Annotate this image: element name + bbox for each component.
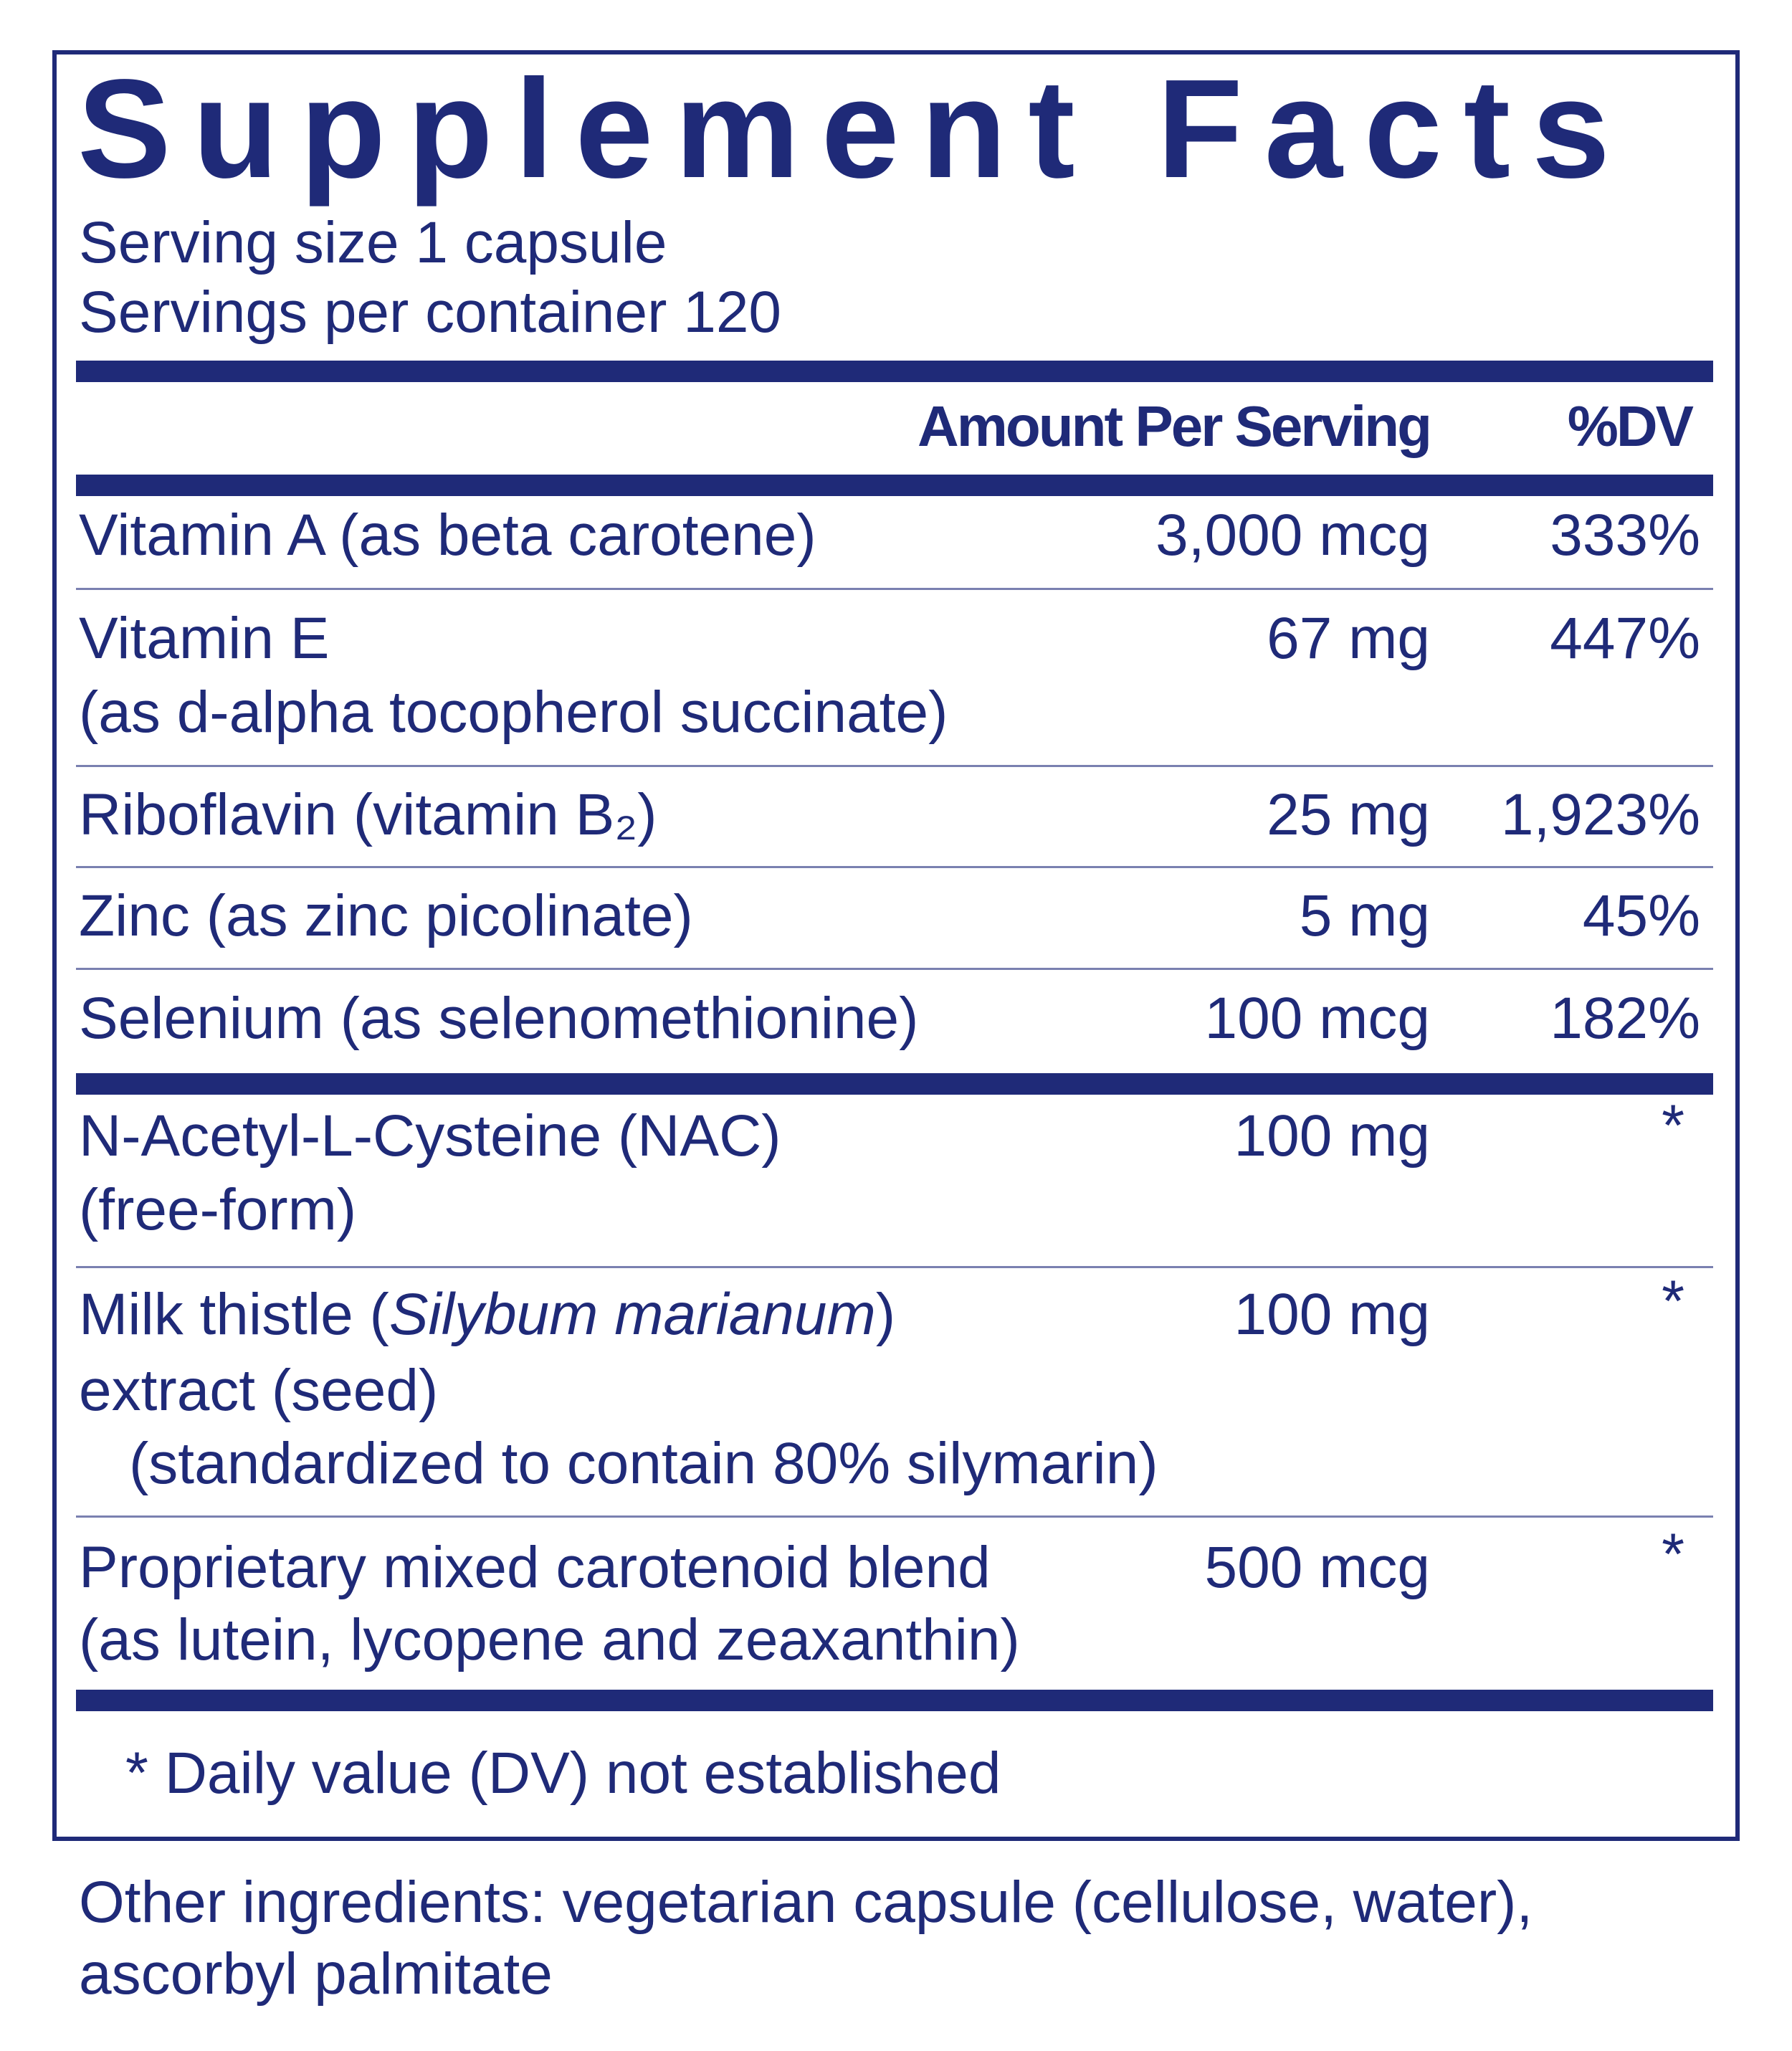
serving-size: Serving size 1 capsule (79, 210, 667, 275)
dv: * (1662, 1522, 1684, 1587)
amount: 100 mcg (1204, 986, 1430, 1051)
row-line (76, 1515, 1713, 1518)
nutrient-name: (standardized to contain 80% silymarin) (129, 1431, 1158, 1496)
name-part: Milk thistle ( (79, 1282, 389, 1347)
nutrient-name: Vitamin A (as beta carotene) (79, 503, 816, 568)
row-line (76, 866, 1713, 868)
nutrient-name: (as d-alpha tocopherol succinate) (79, 680, 948, 745)
name-part-italic: Silybum marianum (389, 1282, 876, 1347)
row-line (76, 588, 1713, 590)
footnote: * Daily value (DV) not established (125, 1741, 1001, 1806)
nutrient-name: Zinc (as zinc picolinate) (79, 883, 693, 948)
divider (76, 475, 1713, 496)
dv: 447% (1550, 606, 1700, 671)
amount: 100 mg (1234, 1103, 1430, 1169)
dv: * (1662, 1269, 1684, 1334)
other-ingredients: ascorbyl palmitate (79, 1941, 553, 2007)
dv: 333% (1550, 503, 1700, 568)
dv: 1,923% (1500, 782, 1700, 847)
nutrient-name: Vitamin E (79, 606, 330, 671)
title: Supplement Facts (77, 50, 1632, 207)
divider (76, 1073, 1713, 1095)
amount: 25 mg (1267, 782, 1430, 847)
divider (76, 361, 1713, 382)
nutrient-name: Selenium (as selenomethionine) (79, 986, 919, 1051)
column-header: %DV (1567, 394, 1694, 458)
facts-box (52, 50, 1740, 1841)
divider (76, 1690, 1713, 1711)
nutrient-name: extract (seed) (79, 1358, 439, 1423)
other-ingredients: Other ingredients: vegetarian capsule (c… (79, 1870, 1533, 1935)
row-line (76, 1266, 1713, 1268)
dv: 45% (1582, 883, 1700, 948)
amount: 500 mcg (1204, 1535, 1430, 1600)
row-line (76, 968, 1713, 970)
amount: 3,000 mcg (1155, 503, 1430, 568)
amount: 100 mg (1234, 1282, 1430, 1347)
name-part: ) (875, 1282, 896, 1347)
amount: 67 mg (1267, 606, 1430, 671)
nutrient-name: N-Acetyl-L-Cysteine (NAC) (79, 1103, 781, 1169)
column-header: Amount Per Serving (917, 394, 1432, 458)
nutrient-name: Riboflavin (vitamin B₂) (79, 782, 657, 847)
nutrient-name: (free-form) (79, 1177, 357, 1242)
dv: * (1662, 1093, 1684, 1158)
servings-per-container: Servings per container 120 (79, 280, 782, 345)
nutrient-name: (as lutein, lycopene and zeaxanthin) (79, 1607, 1020, 1672)
amount: 5 mg (1299, 883, 1430, 948)
dv: 182% (1550, 986, 1700, 1051)
nutrient-name: Proprietary mixed carotenoid blend (79, 1535, 991, 1600)
nutrient-name: Milk thistle (Silybum marianum) (79, 1278, 895, 1351)
row-line (76, 765, 1713, 767)
